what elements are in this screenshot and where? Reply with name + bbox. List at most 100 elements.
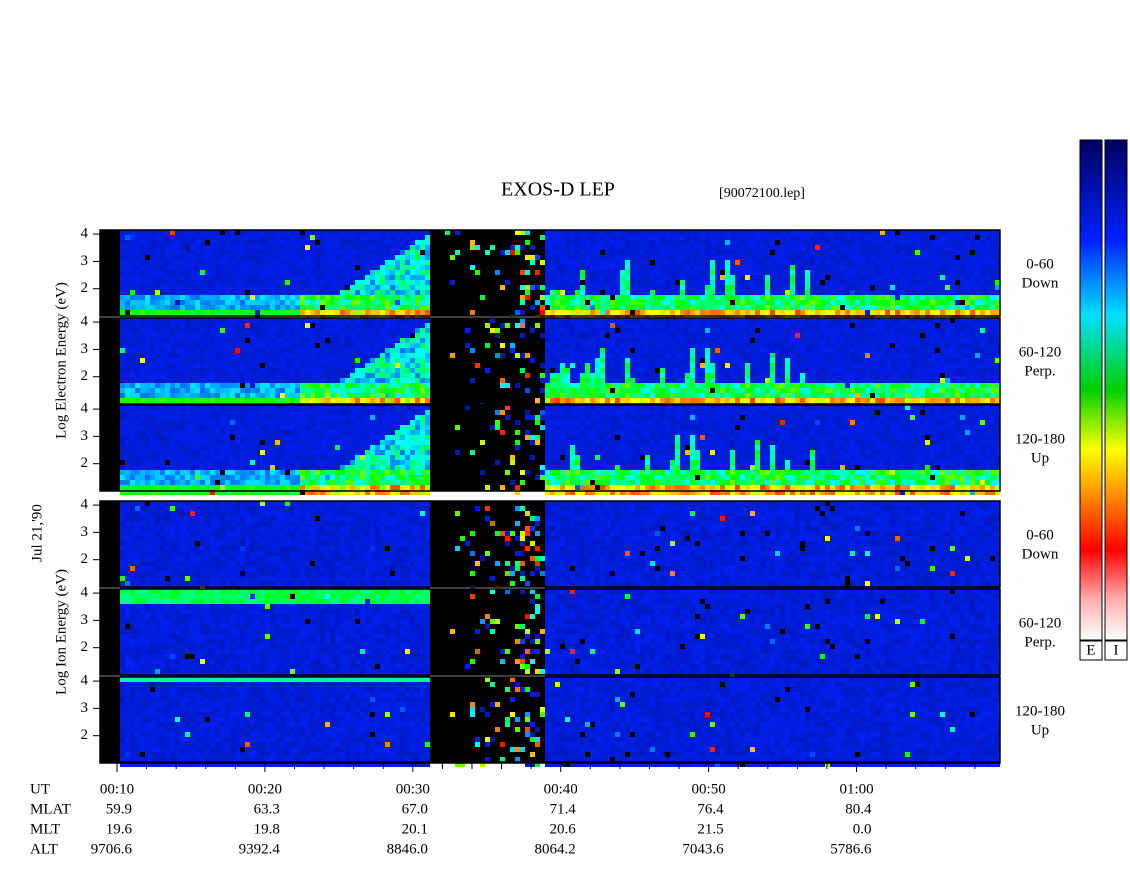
spectrogram-cell bbox=[775, 270, 780, 275]
spectrogram-cell bbox=[775, 230, 780, 235]
spectrogram-cell bbox=[155, 343, 160, 348]
spectrogram-cell bbox=[630, 245, 635, 250]
spectrogram-cell bbox=[405, 270, 410, 275]
spectrogram-cell bbox=[175, 280, 180, 285]
spectrogram-cell bbox=[730, 285, 735, 290]
spectrogram-cell bbox=[205, 265, 210, 270]
spectrogram-cell bbox=[855, 300, 860, 305]
spectrogram-cell bbox=[770, 328, 775, 333]
spectrogram-cell bbox=[160, 265, 165, 270]
spectrogram-cell bbox=[730, 265, 735, 270]
spectrogram-cell bbox=[820, 305, 825, 310]
spectrogram-cell bbox=[660, 358, 665, 363]
spectrogram-cell bbox=[840, 300, 845, 305]
spectrogram-cell bbox=[165, 383, 170, 388]
spectrogram-cell bbox=[760, 358, 765, 363]
spectrogram-cell bbox=[265, 300, 270, 305]
spectrogram-cell bbox=[590, 378, 595, 383]
spectrogram-cell bbox=[805, 310, 810, 315]
spectrogram-cell bbox=[260, 388, 265, 393]
spectrogram-cell bbox=[420, 285, 425, 290]
spectrogram-cell bbox=[415, 318, 420, 323]
spectrogram-cell bbox=[570, 398, 575, 403]
spectrogram-cell bbox=[205, 235, 210, 240]
spectrogram-cell bbox=[320, 300, 325, 305]
spectrogram-cell bbox=[670, 383, 675, 388]
spectrogram-cell bbox=[500, 383, 505, 388]
spectrogram-cell bbox=[880, 245, 885, 250]
spectrogram-cell bbox=[690, 275, 695, 280]
spectrogram-cell bbox=[480, 295, 485, 300]
spectrogram-cell bbox=[510, 245, 515, 250]
spectrogram-cell bbox=[710, 290, 715, 295]
date-label: Jul 21,'90 bbox=[29, 504, 45, 562]
spectrogram-cell bbox=[805, 323, 810, 328]
spectrogram-cell bbox=[345, 343, 350, 348]
spectrogram-cell bbox=[175, 368, 180, 373]
spectrogram-cell bbox=[240, 323, 245, 328]
spectrogram-cell bbox=[125, 398, 130, 403]
spectrogram-cell bbox=[755, 398, 760, 403]
spectrogram-cell bbox=[800, 393, 805, 398]
spectrogram-cell bbox=[955, 275, 960, 280]
spectrogram-cell bbox=[385, 310, 390, 315]
spectrogram-cell bbox=[700, 285, 705, 290]
spectrogram-cell bbox=[270, 348, 275, 353]
spectrogram-cell bbox=[990, 280, 995, 285]
spectrogram-cell bbox=[285, 318, 290, 323]
spectrogram-cell bbox=[270, 343, 275, 348]
spectrogram-cell bbox=[775, 295, 780, 300]
spectrogram-cell bbox=[180, 388, 185, 393]
spectrogram-cell bbox=[950, 275, 955, 280]
spectrogram-cell bbox=[570, 323, 575, 328]
spectrogram-cell bbox=[975, 275, 980, 280]
spectrogram-cell bbox=[170, 328, 175, 333]
spectrogram-cell bbox=[215, 333, 220, 338]
spectrogram-cell bbox=[720, 265, 725, 270]
spectrogram-cell bbox=[410, 255, 415, 260]
spectrogram-cell bbox=[295, 353, 300, 358]
spectrogram-cell bbox=[680, 378, 685, 383]
spectrogram-cell bbox=[770, 358, 775, 363]
spectrogram-cell bbox=[670, 275, 675, 280]
spectrogram-cell bbox=[770, 245, 775, 250]
spectrogram-cell bbox=[680, 333, 685, 338]
spectrogram-cell bbox=[650, 260, 655, 265]
spectrogram-cell bbox=[640, 383, 645, 388]
spectrogram-cell bbox=[250, 383, 255, 388]
spectrogram-cell bbox=[725, 255, 730, 260]
spectrogram-cell bbox=[250, 295, 255, 300]
spectrogram-cell bbox=[390, 245, 395, 250]
spectrogram-cell bbox=[620, 265, 625, 270]
spectrogram-cell bbox=[370, 383, 375, 388]
spectrogram-cell bbox=[505, 280, 510, 285]
spectrogram-cell bbox=[315, 275, 320, 280]
spectrogram-cell bbox=[600, 260, 605, 265]
spectrogram-cell bbox=[205, 275, 210, 280]
spectrogram-cell bbox=[785, 358, 790, 363]
spectrogram-cell bbox=[135, 338, 140, 343]
spectrogram-cell bbox=[305, 338, 310, 343]
spectrogram-cell bbox=[650, 338, 655, 343]
spectrogram-cell bbox=[175, 333, 180, 338]
spectrogram-cell bbox=[265, 338, 270, 343]
spectrogram-cell bbox=[735, 255, 740, 260]
spectrogram-cell bbox=[335, 240, 340, 245]
spectrogram-cell bbox=[380, 348, 385, 353]
spectrogram-cell bbox=[660, 285, 665, 290]
spectrogram-cell bbox=[715, 343, 720, 348]
spectrogram-cell bbox=[555, 398, 560, 403]
spectrogram-cell bbox=[810, 333, 815, 338]
spectrogram-cell bbox=[130, 333, 135, 338]
spectrogram-cell bbox=[985, 260, 990, 265]
spectrogram-cell bbox=[300, 338, 305, 343]
spectrogram-cell bbox=[315, 323, 320, 328]
spectrogram-cell bbox=[825, 250, 830, 255]
spectrogram-cell bbox=[165, 393, 170, 398]
spectrogram-cell bbox=[945, 275, 950, 280]
spectrogram-cell bbox=[755, 328, 760, 333]
spectrogram-cell bbox=[635, 250, 640, 255]
spectrogram-cell bbox=[385, 338, 390, 343]
spectrogram-cell bbox=[505, 250, 510, 255]
spectrogram-cell bbox=[250, 333, 255, 338]
